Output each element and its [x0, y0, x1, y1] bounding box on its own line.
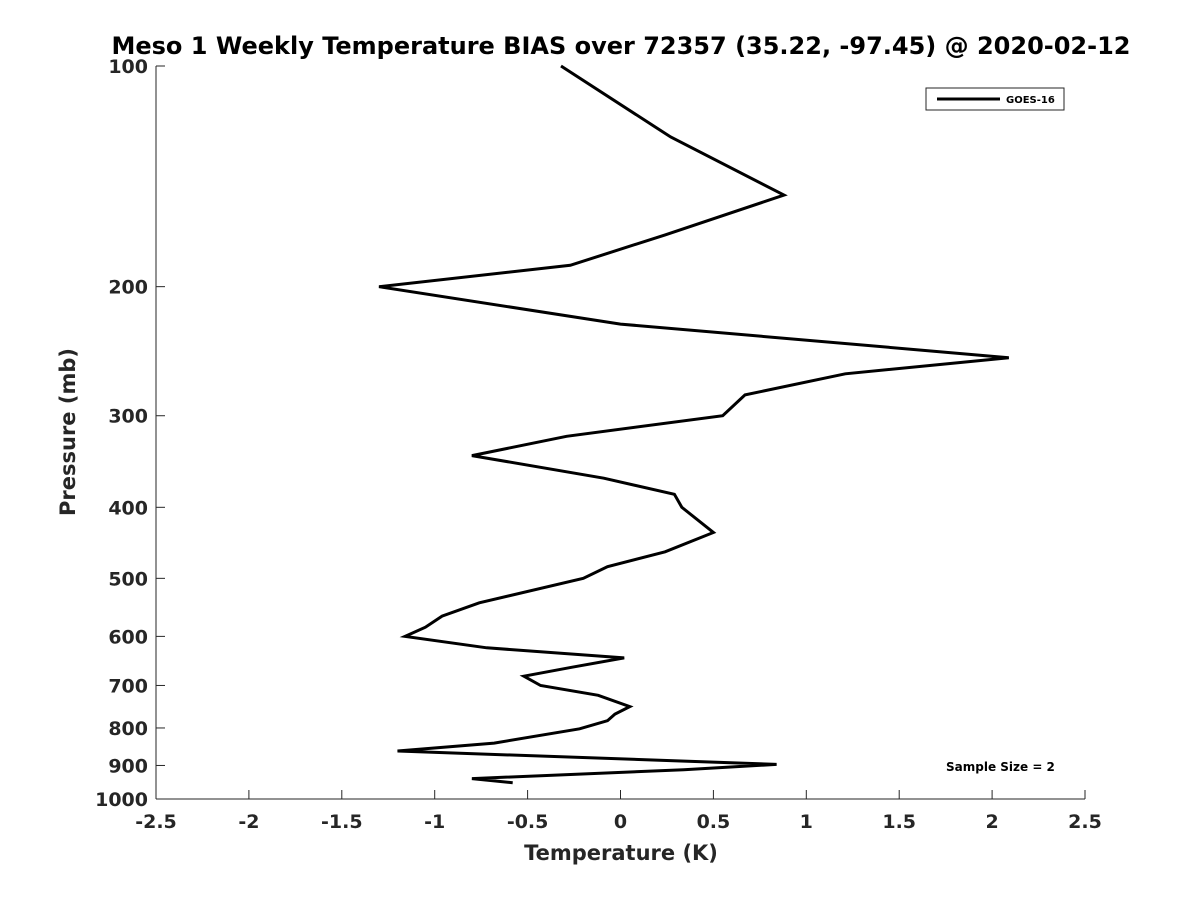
- x-tick-label: 1: [800, 811, 813, 833]
- x-tick-label: 0: [614, 811, 627, 833]
- y-tick-label: 500: [108, 568, 148, 590]
- y-tick-label: 400: [108, 497, 148, 519]
- x-tick-label: -2.5: [135, 811, 177, 833]
- y-ticks: 100 200 300 400 500 600 700 800 900 1000: [95, 56, 165, 811]
- x-tick-label: -0.5: [507, 811, 549, 833]
- chart-title: Meso 1 Weekly Temperature BIAS over 7235…: [111, 32, 1130, 60]
- legend: GOES-16: [925, 87, 1065, 111]
- x-tick-label: 1.5: [882, 811, 916, 833]
- x-tick-label: -2: [238, 811, 259, 833]
- series-line-goes-16: [378, 64, 1009, 785]
- y-tick-label: 600: [108, 626, 148, 648]
- y-tick-label: 800: [108, 718, 148, 740]
- x-tick-label: -1: [424, 811, 445, 833]
- y-tick-label: 200: [108, 277, 148, 299]
- y-tick-label: 900: [108, 755, 148, 777]
- x-tick-label: 2: [985, 811, 998, 833]
- y-tick-label: 1000: [95, 789, 148, 811]
- x-tick-label: -1.5: [321, 811, 363, 833]
- x-tick-label: 0.5: [697, 811, 731, 833]
- y-tick-label: 700: [108, 675, 148, 697]
- x-ticks: -2.5 -2 -1.5 -1 -0.5 0 0.5 1 1.5 2 2.5: [135, 790, 1102, 833]
- series-layer: [378, 64, 1009, 785]
- sample-size-annotation: Sample Size = 2: [946, 760, 1055, 774]
- x-axis-label: Temperature (K): [524, 841, 718, 865]
- y-tick-label: 100: [108, 56, 148, 78]
- axes: [155, 66, 1085, 800]
- y-tick-label: 300: [108, 406, 148, 428]
- legend-label-goes-16: GOES-16: [1006, 95, 1055, 106]
- x-tick-label: 2.5: [1068, 811, 1102, 833]
- y-axis-label: Pressure (mb): [56, 348, 80, 516]
